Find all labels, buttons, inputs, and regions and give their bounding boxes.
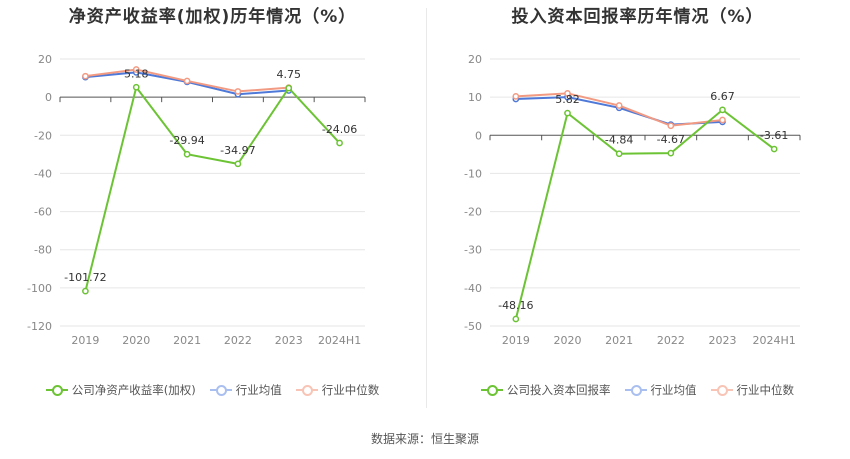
data-point [132, 83, 140, 91]
y-tick-label: -120 [27, 320, 52, 333]
data-label: -34.97 [220, 144, 255, 157]
data-point [512, 93, 520, 100]
data-point [615, 150, 623, 158]
y-tick-label: -40 [464, 282, 482, 295]
data-point [285, 84, 293, 92]
legend-label: 行业中位数 [321, 383, 380, 397]
data-point [234, 160, 242, 168]
data-point [512, 315, 520, 323]
y-tick-label: 0 [45, 91, 52, 104]
series-line [84, 84, 341, 292]
data-point [336, 139, 343, 147]
y-tick-label: -60 [34, 206, 52, 219]
chart-legend: 公司净资产收益率(加权) 行业均值 行业中位数 [0, 382, 425, 398]
data-point [564, 109, 571, 117]
data-label: -48.16 [498, 299, 533, 312]
data-label: 5.18 [124, 67, 149, 80]
y-tick-label: 10 [468, 91, 482, 104]
x-tick-label: 2020 [554, 334, 582, 347]
legend-line-marker-icon [624, 384, 647, 396]
data-point [183, 150, 191, 158]
data-label: 4.75 [277, 68, 302, 81]
x-tick-label: 2024H1 [753, 334, 796, 347]
y-tick-label: -20 [464, 206, 482, 219]
roic-chart: 20 10 0 -10 -20 -30 -40 -50 2019 2020 2021 2022 2023… [464, 53, 801, 347]
legend-line-marker-icon [209, 384, 232, 396]
x-tick-label: 2023 [275, 334, 303, 347]
roe-chart-panel: 净资产收益率(加权)历年情况（%） 20 0 -20 -40 -60 -80 -100 -12… [0, 0, 425, 410]
legend-label: 行业中位数 [736, 383, 795, 397]
legend-item-industry-median[interactable]: 行业中位数 [295, 382, 380, 398]
data-point [564, 89, 571, 97]
data-label: -24.06 [322, 123, 357, 136]
legend-line-marker-icon [45, 384, 68, 396]
x-tick-label: 2022 [224, 334, 252, 347]
y-tick-label: -30 [464, 244, 482, 257]
y-tick-label: -80 [34, 244, 52, 257]
legend-label: 行业均值 [235, 383, 282, 397]
legend-line-marker-icon [710, 384, 733, 396]
data-point [615, 102, 623, 109]
chart-legend: 公司投入资本回报率 行业均值 行业中位数 [425, 382, 850, 398]
y-tick-label: 20 [38, 53, 52, 66]
series-line [514, 108, 775, 320]
roe-chart: 20 0 -20 -40 -60 -80 -100 -120 2019 2020 2021 2022 2… [27, 53, 366, 347]
x-tick-label: 2023 [709, 334, 737, 347]
data-label: 6.67 [710, 90, 735, 103]
data-point [719, 106, 726, 114]
y-tick-label: -40 [34, 167, 52, 180]
data-label: -29.94 [169, 134, 204, 147]
legend-label: 公司净资产收益率(加权) [71, 383, 196, 397]
chart-title: 投入资本回报率历年情况（%） [511, 7, 764, 27]
y-tick-label: -10 [464, 167, 482, 180]
data-point [132, 66, 140, 73]
x-tick-label: 2021 [173, 334, 201, 347]
x-tick-label: 2020 [122, 334, 150, 347]
data-label: -3.61 [760, 129, 788, 142]
x-tick-label: 2022 [657, 334, 685, 347]
y-tick-label: -50 [464, 320, 482, 333]
data-point [82, 287, 89, 295]
data-point [667, 122, 675, 130]
y-tick-label: 0 [475, 129, 482, 142]
data-point [770, 145, 778, 153]
roic-chart-panel: 投入资本回报率历年情况（%） 20 10 0 -10 -20 -30 -40 -50 2019 2… [425, 0, 850, 410]
data-point [719, 116, 726, 124]
data-point [667, 149, 675, 157]
chart-title: 净资产收益率(加权)历年情况（%） [68, 7, 357, 27]
y-tick-label: -20 [34, 129, 52, 142]
legend-label: 行业均值 [650, 383, 697, 397]
x-tick-label: 2019 [71, 334, 99, 347]
x-tick-label: 2024H1 [318, 334, 361, 347]
legend-item-industry-median[interactable]: 行业中位数 [710, 382, 795, 398]
legend-item-industry-avg[interactable]: 行业均值 [624, 382, 697, 398]
legend-item-industry-avg[interactable]: 行业均值 [209, 382, 282, 398]
legend-item-company[interactable]: 公司净资产收益率(加权) [45, 382, 196, 398]
y-tick-label: -100 [27, 282, 52, 295]
x-tick-label: 2021 [605, 334, 633, 347]
legend-item-company[interactable]: 公司投入资本回报率 [481, 382, 611, 398]
legend-line-marker-icon [481, 384, 503, 396]
legend-line-marker-icon [295, 384, 318, 396]
data-point [82, 72, 89, 80]
x-tick-label: 2019 [502, 334, 530, 347]
data-point [234, 88, 242, 95]
data-label: -101.72 [64, 271, 106, 284]
panel-divider [426, 8, 427, 408]
data-label: 5.82 [555, 93, 580, 106]
data-label: -4.67 [657, 133, 685, 146]
data-label: -4.84 [605, 134, 633, 147]
legend-label: 公司投入资本回报率 [507, 383, 611, 397]
y-tick-label: 20 [468, 53, 482, 66]
data-point [183, 77, 191, 85]
data-source-footer: 数据来源：恒生聚源 [370, 432, 479, 446]
